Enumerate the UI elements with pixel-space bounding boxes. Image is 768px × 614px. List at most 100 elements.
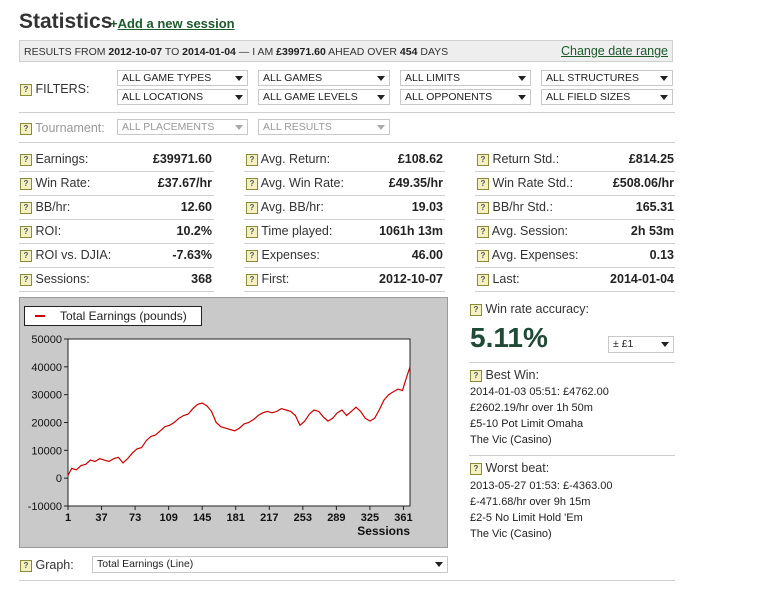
filter-games-select[interactable]: ALL GAMES <box>258 70 390 86</box>
divider <box>244 171 445 172</box>
select-value: Total Earnings (Line) <box>97 558 194 570</box>
results-text-part: TO <box>162 46 183 58</box>
y-tick-label: 20000 <box>31 418 62 430</box>
select-value: ALL RESULTS <box>263 121 332 133</box>
divider <box>469 362 675 363</box>
divider <box>19 112 675 113</box>
help-icon[interactable]: ? <box>20 153 32 166</box>
help-icon[interactable]: ? <box>246 177 258 190</box>
help-icon[interactable]: ? <box>477 201 489 214</box>
filter-locations-select[interactable]: ALL LOCATIONS <box>117 89 248 105</box>
divider <box>244 291 445 292</box>
stat-value: 46.00 <box>411 248 443 262</box>
stat-label: ? Expenses: <box>246 248 320 262</box>
tournament-placements-select[interactable]: ALL PLACEMENTS <box>117 119 248 135</box>
divider <box>244 219 445 220</box>
stat-label-text: Avg. Expenses: <box>491 248 579 262</box>
chevron-down-icon <box>660 76 668 81</box>
help-icon[interactable]: ? <box>20 201 32 214</box>
help-icon[interactable]: ? <box>477 177 489 190</box>
y-tick-label: -10000 <box>28 501 62 513</box>
divider <box>244 267 445 268</box>
help-icon[interactable]: ? <box>20 249 32 262</box>
x-tick-label: 1 <box>65 512 71 524</box>
help-icon[interactable]: ? <box>20 177 32 190</box>
stat-label-text: BB/hr Std.: <box>492 200 553 214</box>
filter-opponents-select[interactable]: ALL OPPONENTS <box>400 89 531 105</box>
help-icon[interactable]: ? <box>20 273 32 286</box>
help-icon[interactable]: ? <box>470 303 482 316</box>
help-icon[interactable]: ? <box>470 462 482 475</box>
divider <box>19 195 214 196</box>
stat-value: £108.62 <box>397 152 443 166</box>
graph-type-select[interactable]: Total Earnings (Line) <box>92 556 448 573</box>
stat-label: ? Return Std.: <box>477 152 559 166</box>
results-text-part: — I AM <box>235 46 277 58</box>
filter-field-sizes-select[interactable]: ALL FIELD SIZES <box>541 89 673 105</box>
chevron-down-icon <box>518 76 526 81</box>
divider <box>19 219 214 220</box>
worst-beat-line: The Vic (Casino) <box>470 528 552 540</box>
stat-label-text: Last: <box>492 272 520 286</box>
help-icon[interactable]: ? <box>246 225 258 238</box>
change-date-range-link[interactable]: Change date range <box>560 44 668 58</box>
add-session-link[interactable]: +Add a new session <box>110 16 235 31</box>
help-icon[interactable]: ? <box>20 559 32 572</box>
help-icon[interactable]: ? <box>246 153 258 166</box>
help-icon[interactable]: ? <box>246 201 258 214</box>
series-line <box>67 366 411 476</box>
stat-label-text: ROI: <box>35 224 62 238</box>
stat-label: ? Win Rate Std.: <box>477 176 573 190</box>
stat-value: 2014-01-04 <box>610 272 674 286</box>
stat-value: 1061h 13m <box>379 224 443 238</box>
help-icon[interactable]: ? <box>470 369 482 382</box>
help-icon[interactable]: ? <box>246 249 258 262</box>
stat-label: ? Avg. Win Rate: <box>246 176 344 190</box>
filter-limits-select[interactable]: ALL LIMITS <box>400 70 531 86</box>
tournament-label-text: Tournament: <box>35 121 105 135</box>
stat-label-text: Return Std.: <box>492 152 560 166</box>
filter-game-types-select[interactable]: ALL GAME TYPES <box>117 70 248 86</box>
stat-value: 2h 53m <box>630 224 674 238</box>
divider <box>244 243 445 244</box>
chevron-down-icon <box>377 95 385 100</box>
help-icon[interactable]: ? <box>477 273 489 286</box>
best-win-line: £5-10 Pot Limit Omaha <box>470 418 584 430</box>
select-value: ± £1 <box>613 338 634 350</box>
accuracy-range-select[interactable]: ± £1 <box>608 336 674 353</box>
stat-value: 0.13 <box>649 248 674 262</box>
help-icon[interactable]: ? <box>477 249 489 262</box>
earnings-chart: Total Earnings (pounds) -10000 0 10000 2000… <box>19 297 448 548</box>
help-icon[interactable]: ? <box>20 122 32 135</box>
best-win-line: The Vic (Casino) <box>470 434 552 446</box>
x-tick-label: 181 <box>227 512 245 524</box>
help-icon[interactable]: ? <box>20 225 32 238</box>
filter-structures-select[interactable]: ALL STRUCTURES <box>541 70 673 86</box>
stat-value: £814.25 <box>628 152 674 166</box>
divider <box>475 195 675 196</box>
stat-label: ? Sessions: <box>20 272 90 286</box>
help-icon[interactable]: ? <box>477 225 489 238</box>
divider <box>19 580 675 581</box>
filter-game-levels-select[interactable]: ALL GAME LEVELS <box>258 89 390 105</box>
plot-area <box>67 338 411 507</box>
x-tick-label: 37 <box>95 512 107 524</box>
divider <box>19 142 675 143</box>
stat-label-text: Earnings: <box>35 152 89 166</box>
select-value: ALL FIELD SIZES <box>546 91 631 103</box>
select-value: ALL OPPONENTS <box>405 91 493 103</box>
stat-label: ? First: <box>246 272 289 286</box>
best-win-line: 2014-01-03 05:51: £4762.00 <box>470 386 609 398</box>
stat-value: £508.06/hr <box>612 176 674 190</box>
x-tick-label: 253 <box>294 512 312 524</box>
x-axis-label: Sessions <box>357 524 410 538</box>
tournament-results-select[interactable]: ALL RESULTS <box>258 119 390 135</box>
help-icon[interactable]: ? <box>20 83 32 96</box>
help-icon[interactable]: ? <box>477 153 489 166</box>
help-icon[interactable]: ? <box>246 273 258 286</box>
win-rate-accuracy-value: 5.11% <box>470 322 548 353</box>
stat-label: ? BB/hr Std.: <box>477 200 553 214</box>
stat-value: 19.03 <box>411 200 443 214</box>
select-value: ALL STRUCTURES <box>546 72 639 84</box>
divider <box>475 267 675 268</box>
